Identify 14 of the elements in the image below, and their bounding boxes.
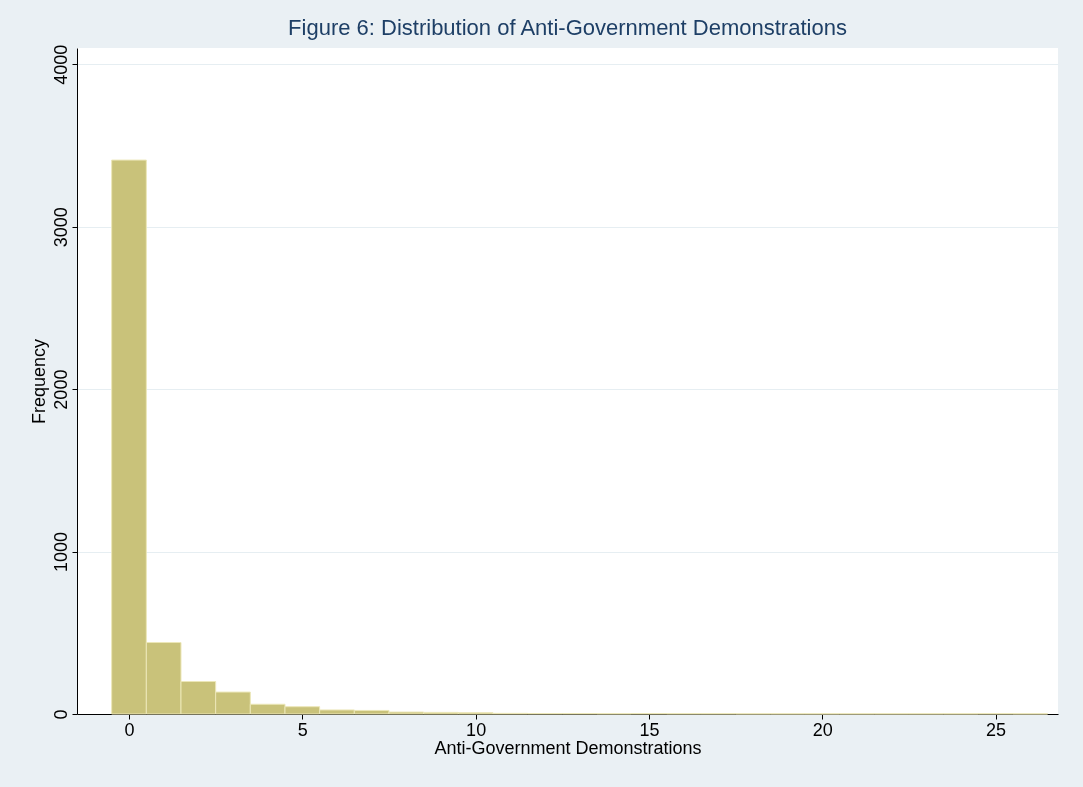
y-tick-label: 1000 — [50, 532, 71, 573]
chart-title: Figure 6: Distribution of Anti-Government Demonstrations — [288, 15, 847, 41]
y-axis-title: Frequency — [28, 338, 49, 425]
y-tick-label: 0 — [50, 709, 71, 720]
x-tick-label: 10 — [466, 719, 487, 740]
x-tick-label: 0 — [124, 719, 135, 740]
x-tick-label: 15 — [639, 719, 660, 740]
x-tick-label: 5 — [297, 719, 308, 740]
x-tick-label: 25 — [986, 719, 1007, 740]
x-tick-label: 20 — [812, 719, 833, 740]
y-tick-label: 3000 — [50, 207, 71, 248]
y-tick-label: 2000 — [50, 369, 71, 410]
y-tick-label: 4000 — [50, 44, 71, 85]
x-axis-title: Anti-Government Demonstrations — [434, 737, 702, 758]
